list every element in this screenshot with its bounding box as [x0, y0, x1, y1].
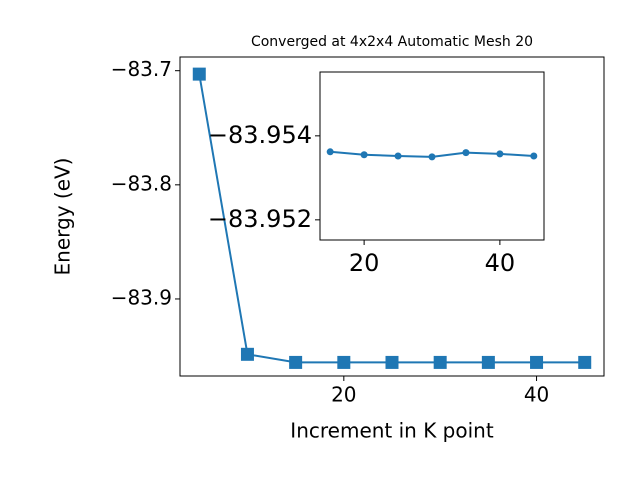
y-tick-label: −83.954 — [208, 121, 312, 149]
y-tick-label: −83.9 — [111, 285, 172, 309]
marker — [394, 152, 402, 160]
x-axis-label: Increment in K point — [290, 419, 494, 443]
marker — [240, 347, 254, 361]
marker — [385, 355, 399, 369]
marker — [496, 150, 504, 158]
marker — [578, 355, 592, 369]
marker — [289, 355, 303, 369]
marker — [530, 152, 538, 160]
marker — [481, 355, 495, 369]
x-tick-label: 40 — [524, 383, 549, 407]
marker — [433, 355, 447, 369]
x-tick-label: 40 — [485, 249, 516, 277]
x-tick-label: 20 — [331, 383, 356, 407]
marker — [326, 148, 334, 156]
y-tick-label: −83.8 — [111, 171, 172, 195]
marker — [462, 149, 470, 157]
y-tick-label: −83.952 — [208, 205, 312, 233]
marker — [192, 67, 206, 81]
marker — [337, 355, 351, 369]
marker — [360, 151, 368, 159]
y-tick-label: −83.7 — [111, 57, 172, 81]
marker — [428, 153, 436, 161]
marker — [530, 355, 544, 369]
x-tick-label: 20 — [349, 249, 380, 277]
y-axis-label: Energy (eV) — [51, 158, 75, 276]
chart-title: Converged at 4x2x4 Automatic Mesh 20 — [251, 34, 533, 50]
